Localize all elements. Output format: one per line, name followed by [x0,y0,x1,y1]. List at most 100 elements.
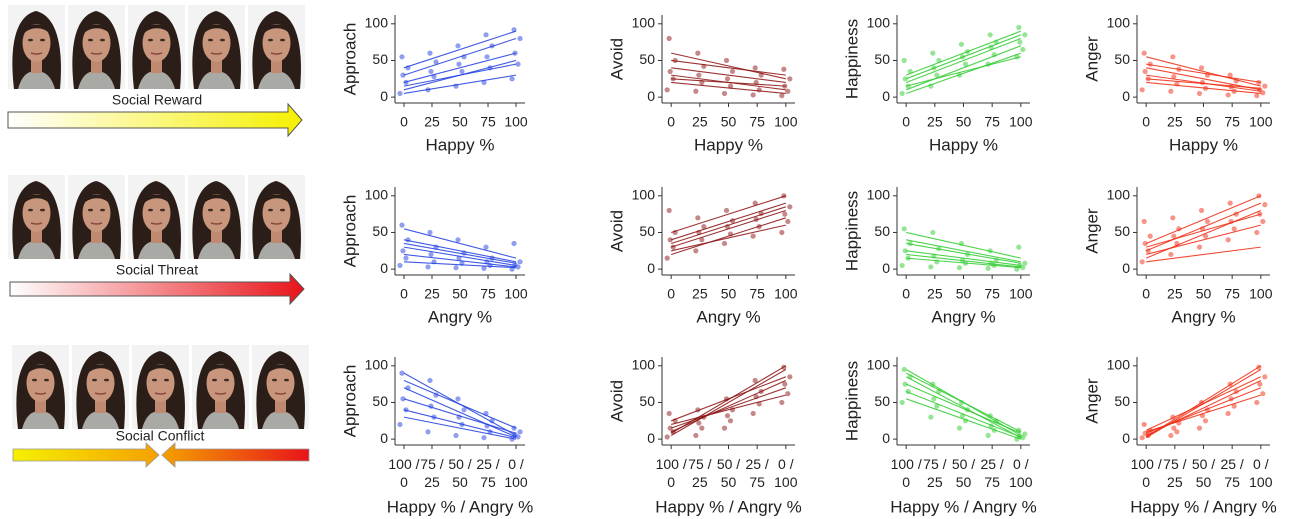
y-tick-label: 50 [372,393,388,409]
point [696,420,702,426]
x-tick-label: 75 [1224,286,1240,302]
fit-line [403,30,517,69]
point [509,436,515,442]
point [905,83,911,89]
point [1141,50,1147,56]
x-tick-label: 75 [749,286,765,302]
x-tick-label: 0 [400,114,408,130]
point [455,43,461,49]
fit-line [403,416,517,440]
x-tick-label: 75 /25 [688,456,711,490]
y-axis-label: Approach [340,195,359,268]
point [723,396,730,402]
point [511,240,517,247]
point [425,429,431,435]
point [721,90,728,97]
point [461,407,467,413]
point [397,262,403,269]
point [985,265,991,271]
point [988,260,994,266]
point [1196,425,1203,431]
x-tick-label: 100 /0 [1131,456,1162,490]
x-tick-label: 75 [984,114,1000,130]
point [1142,430,1148,436]
point [928,264,934,270]
point [1168,432,1174,439]
point [1198,65,1205,71]
point [427,229,433,236]
point [699,79,705,86]
point [483,32,489,38]
point [991,52,997,58]
point [428,251,434,258]
point [487,262,493,269]
x-tick-label: 0 [667,286,675,302]
point [672,418,678,424]
point [431,259,437,265]
point [727,418,734,424]
point [670,244,676,250]
y-axis-label: Anger [1082,208,1101,254]
point [1176,226,1182,232]
x-tick-label: 75 /25 [420,456,443,490]
point [1142,68,1148,75]
point [1017,39,1023,45]
point [427,377,433,384]
point [517,259,523,265]
fit-line [906,56,1021,87]
point [930,229,936,236]
point [455,237,461,243]
point [664,434,670,440]
point [723,57,730,64]
point [453,83,459,89]
x-tick-label: 100 [774,114,798,130]
y-tick-label: 100 [632,357,656,373]
fit-line [905,398,1022,440]
point [481,265,487,271]
point [958,240,965,247]
point [1262,374,1268,380]
point [1204,72,1211,78]
point [484,423,490,429]
point [985,432,991,439]
point [672,229,678,236]
x-tick-label: 100 [1009,286,1033,302]
y-tick-label: 0 [647,430,655,446]
point [988,423,994,429]
y-tick-label: 50 [1114,51,1130,67]
fit-line [670,379,787,433]
point [1174,81,1180,87]
fit-line [1146,67,1261,91]
point [1254,399,1260,406]
point [934,403,940,409]
fit-line [403,239,517,263]
point [489,418,495,424]
x-tick-label: 0 [902,286,910,302]
point [489,255,495,261]
point [1233,211,1239,217]
y-tick-label: 100 [1107,357,1131,373]
point [1147,233,1153,239]
y-tick-label: 0 [1122,430,1130,446]
y-tick-label: 100 [867,15,891,31]
y-axis-label: Anger [1082,36,1101,82]
point [453,265,459,271]
point [1199,413,1206,419]
point [1227,200,1233,206]
point [1014,54,1020,60]
x-tick-label: 0 [1142,114,1150,130]
x-axis-label: Happy % [1169,135,1238,154]
point [959,257,966,263]
point [459,260,465,266]
x-axis-label: Happy % [426,135,495,154]
point [907,240,913,247]
arrow [7,102,303,138]
x-tick-label: 0 /100 [504,456,528,490]
point [752,377,758,384]
point [785,391,791,397]
fit-line [905,37,1022,83]
point [1145,76,1151,82]
point [1228,84,1234,90]
point [1198,399,1205,406]
